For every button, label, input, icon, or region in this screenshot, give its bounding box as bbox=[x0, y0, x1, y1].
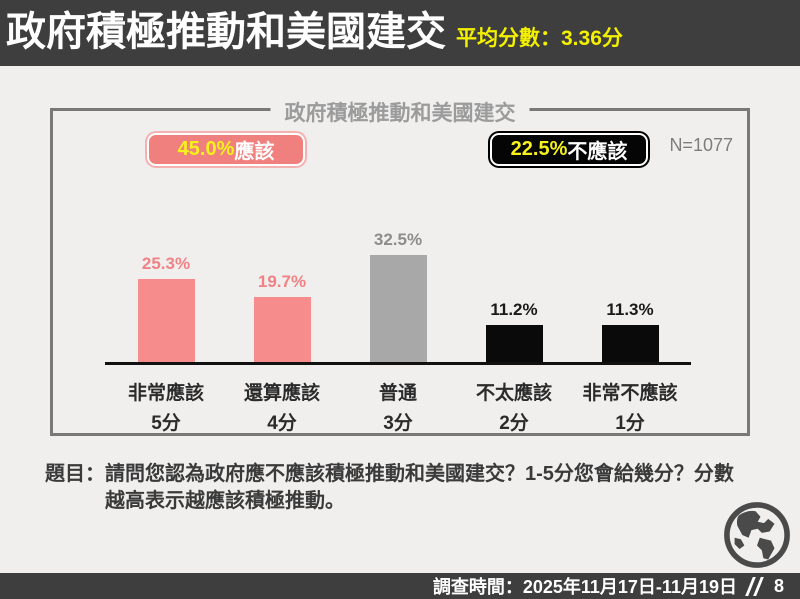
bar bbox=[369, 255, 427, 362]
score-label: 3分 bbox=[383, 413, 413, 434]
should-badge: 45.0% 應該 bbox=[147, 133, 305, 166]
bar-column: 19.7% bbox=[224, 272, 340, 362]
bar bbox=[601, 325, 659, 362]
bar-column: 25.3% bbox=[108, 254, 224, 362]
page-title: 政府積極推動和美國建交 bbox=[6, 10, 446, 54]
survey-time-label: 調查時間：2025年11月17日-11月19日 bbox=[432, 577, 737, 597]
question-prefix: 題目： bbox=[45, 463, 105, 485]
category-label: 非常應該 bbox=[127, 383, 204, 404]
score-label: 4分 bbox=[267, 413, 297, 434]
bar-value-label: 32.5% bbox=[373, 230, 423, 249]
score-label: 2分 bbox=[499, 413, 529, 434]
score-label: 1分 bbox=[615, 413, 645, 434]
score-row: 5分 4分 3分 2分 1分 bbox=[108, 408, 688, 435]
double-slash-icon bbox=[745, 576, 764, 596]
bar bbox=[485, 325, 543, 362]
should-not-percent: 22.5% bbox=[510, 138, 568, 160]
category-row: 非常應該 還算應該 普通 不太應該 非常不應該 bbox=[108, 378, 688, 405]
chart-panel: 政府積極推動和美國建交 45.0% 應該 22.5% 不應該 N=1077 25.3… bbox=[50, 97, 750, 436]
footer-bar: 調查時間：2025年11月17日-11月19日 8 bbox=[0, 573, 800, 599]
bar-value-label: 11.2% bbox=[490, 300, 538, 319]
category-label: 還算應該 bbox=[243, 383, 320, 404]
bar bbox=[253, 297, 311, 362]
globe-icon bbox=[724, 502, 790, 568]
should-percent: 45.0% bbox=[177, 138, 235, 160]
category-label: 普通 bbox=[378, 383, 417, 404]
header-bar: 政府積極推動和美國建交 平均分數：3.36分 bbox=[0, 0, 800, 66]
bar-column: 11.3% bbox=[572, 300, 688, 362]
bar bbox=[137, 279, 195, 362]
bar-value-label: 19.7% bbox=[257, 272, 307, 291]
should-not-badge: 22.5% 不應該 bbox=[490, 133, 648, 166]
bar-column: 32.5% bbox=[340, 230, 456, 362]
bar-value-label: 25.3% bbox=[141, 254, 191, 273]
should-label: 應該 bbox=[234, 141, 275, 163]
should-not-label: 不應該 bbox=[567, 141, 628, 163]
score-label: 5分 bbox=[151, 413, 181, 434]
mean-score-label: 平均分數：3.36分 bbox=[456, 27, 623, 50]
x-axis-line bbox=[105, 362, 691, 365]
category-label: 非常不應該 bbox=[582, 383, 678, 404]
bar-value-label: 11.3% bbox=[606, 300, 654, 319]
chart-title: 政府積極推動和美國建交 bbox=[270, 97, 530, 127]
sample-size-label: N=1077 bbox=[669, 135, 733, 155]
question-block: 題目： 請問您認為政府應不應該積極推動和美國建交？1-5分您會給幾分？分數越高表… bbox=[45, 461, 760, 515]
question-text: 請問您認為政府應不應該積極推動和美國建交？1-5分您會給幾分？分數越高表示越應該… bbox=[105, 463, 734, 512]
bar-column: 11.2% bbox=[456, 300, 572, 362]
bars-row: 25.3% 19.7% 32.5% 11.2% 11.3% bbox=[108, 111, 688, 362]
page-number: 8 bbox=[773, 575, 784, 596]
category-label: 不太應該 bbox=[475, 383, 552, 404]
